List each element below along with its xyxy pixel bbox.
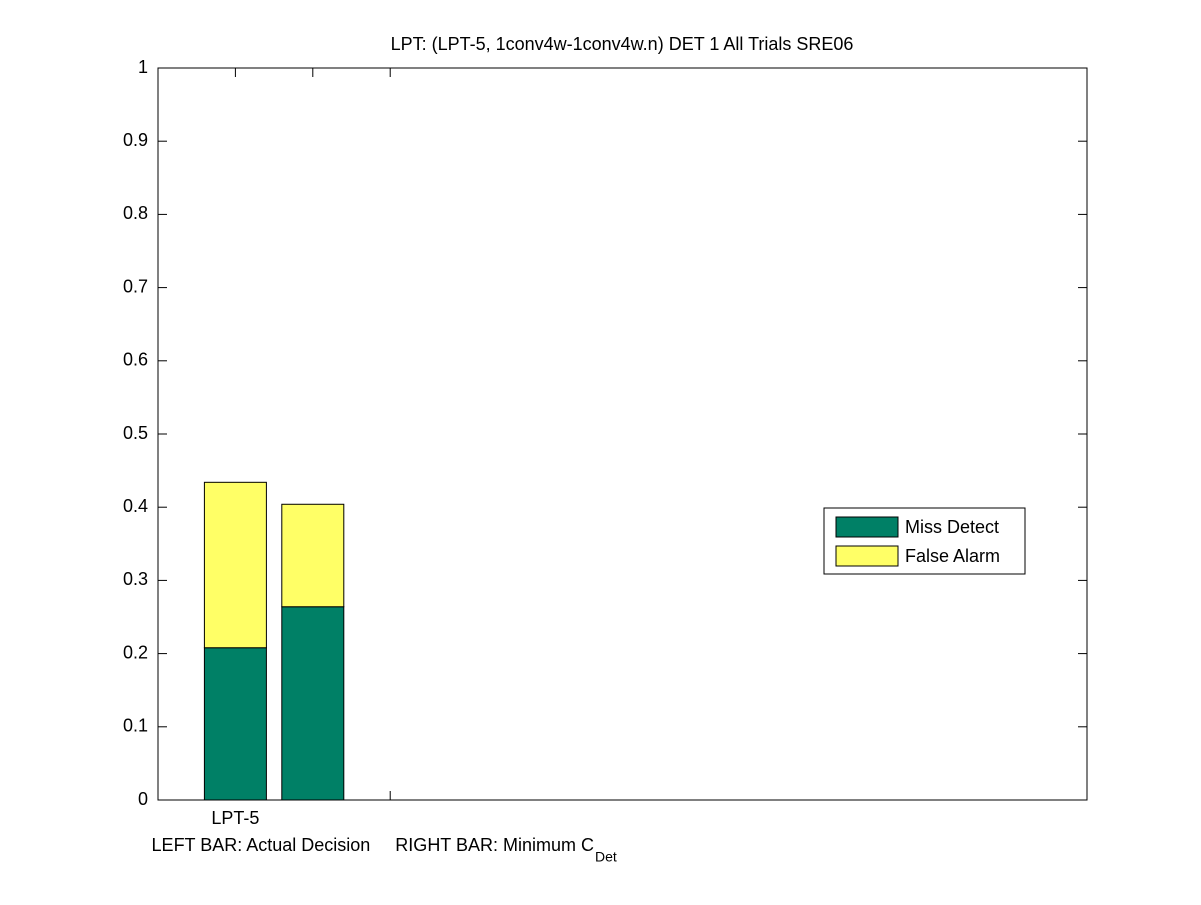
y-tick-label: 0.9	[123, 130, 148, 150]
y-tick-label: 0.3	[123, 569, 148, 589]
bar-segment	[281, 606, 345, 801]
bar-segment	[203, 481, 267, 649]
bar-segment	[281, 503, 345, 608]
x-axis-label-subscript: Det	[595, 849, 617, 865]
x-tick-label: LPT-5	[211, 808, 259, 828]
legend-label: False Alarm	[905, 546, 1000, 566]
chart-title: LPT: (LPT-5, 1conv4w-1conv4w.n) DET 1 Al…	[391, 34, 854, 54]
bar-segment	[203, 647, 267, 801]
x-axis-label: LEFT BAR: Actual Decision RIGHT BAR: Min…	[152, 835, 594, 855]
y-tick-label: 0.8	[123, 203, 148, 223]
legend-swatch	[835, 545, 899, 567]
y-tick-label: 0.4	[123, 496, 148, 516]
legend-label: Miss Detect	[905, 517, 999, 537]
y-tick-label: 0.5	[123, 423, 148, 443]
legend-swatch	[835, 516, 899, 538]
y-tick-label: 0.2	[123, 642, 148, 662]
y-tick-label: 0	[138, 789, 148, 809]
y-tick-label: 1	[138, 57, 148, 77]
y-tick-label: 0.7	[123, 276, 148, 296]
y-tick-label: 0.6	[123, 350, 148, 370]
y-tick-label: 0.1	[123, 716, 148, 736]
